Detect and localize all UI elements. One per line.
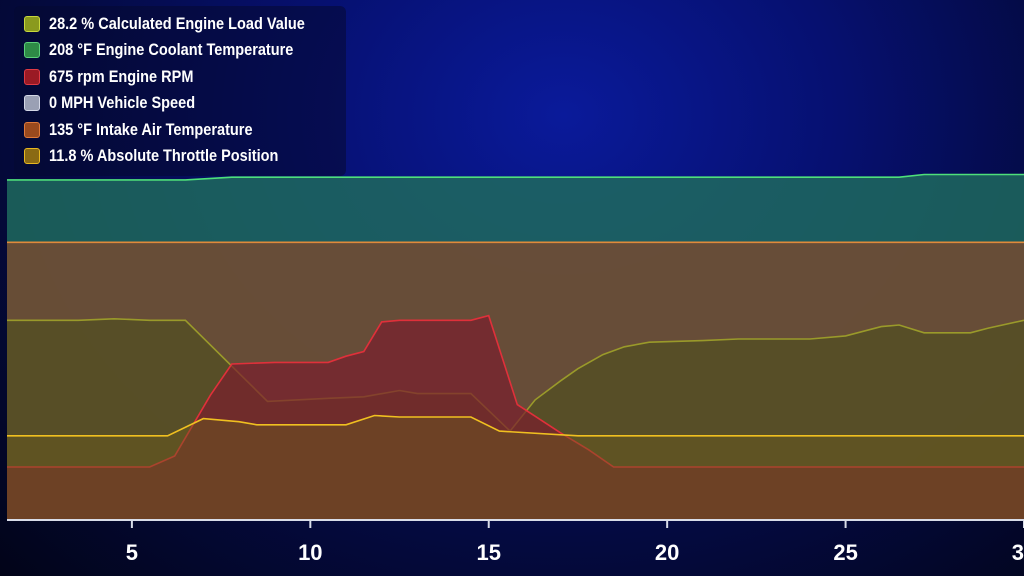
x-tick-label: 20 [655, 540, 679, 565]
series-layer [7, 173, 1024, 521]
legend-label: 28.2 % Calculated Engine Load Value [49, 14, 305, 33]
legend-swatch [24, 16, 40, 32]
legend-label: 11.8 % Absolute Throttle Position [49, 146, 279, 165]
legend-item-throttle-position[interactable]: 11.8 % Absolute Throttle Position [24, 146, 310, 166]
legend-swatch [24, 148, 40, 164]
x-tick-label: 15 [476, 540, 500, 565]
legend-panel: 28.2 % Calculated Engine Load Value 208 … [14, 6, 346, 176]
legend-item-vehicle-speed[interactable]: 0 MPH Vehicle Speed [24, 93, 215, 113]
legend-label: 675 rpm Engine RPM [49, 67, 194, 86]
legend-swatch [24, 122, 40, 138]
line-engine-coolant-temperature [7, 173, 1024, 181]
x-axis-ticks: 5 10 15 20 25 30 [126, 520, 1024, 565]
area-engine-rpm [7, 315, 1024, 520]
series-engine-rpm [7, 314, 1024, 520]
x-tick-label: 25 [833, 540, 857, 565]
x-tick-label: 10 [298, 540, 322, 565]
x-tick-label: 5 [126, 540, 138, 565]
legend-item-engine-load[interactable]: 28.2 % Calculated Engine Load Value [24, 14, 340, 34]
legend-label: 208 °F Engine Coolant Temperature [49, 40, 294, 59]
legend-label: 0 MPH Vehicle Speed [49, 93, 196, 112]
x-tick-label: 30 [1012, 540, 1024, 565]
series-absolute-throttle-position [7, 414, 1024, 520]
legend-item-coolant-temp[interactable]: 208 °F Engine Coolant Temperature [24, 40, 327, 60]
legend-item-engine-rpm[interactable]: 675 rpm Engine RPM [24, 67, 213, 87]
area-absolute-throttle-position [7, 415, 1024, 520]
legend-swatch [24, 69, 40, 85]
legend-label: 135 °F Intake Air Temperature [49, 120, 253, 139]
legend-swatch [24, 42, 40, 58]
line-engine-rpm [7, 314, 1024, 468]
legend-item-intake-air-temp[interactable]: 135 °F Intake Air Temperature [24, 120, 280, 140]
line-absolute-throttle-position [7, 414, 1024, 437]
legend-swatch [24, 95, 40, 111]
